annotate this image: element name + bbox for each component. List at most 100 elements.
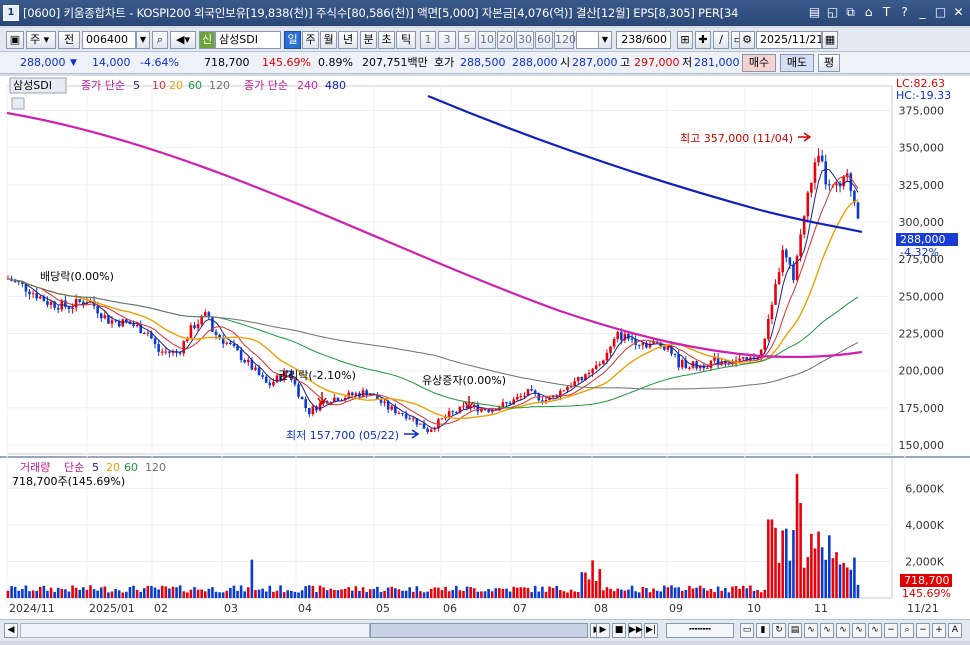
wave2-icon[interactable]: ∿ <box>820 623 834 638</box>
chart-scrollbar[interactable]: ◀ ▶ ▶ ■ ▶▶ ▶| ╍╍╍╍ ▭ ▮ ↻ ▤ ∿ ∿ ∿ ∿ ∿ − ⌕… <box>0 619 970 641</box>
candle-body <box>451 411 455 413</box>
candle-body <box>307 408 311 415</box>
reset-icon[interactable]: ↻ <box>772 623 786 638</box>
chart-type-icon[interactable]: ▣ <box>6 31 24 49</box>
interval-1-button[interactable]: 1 <box>420 31 436 49</box>
close-icon[interactable]: ✕ <box>953 5 964 19</box>
candle-body <box>813 162 817 183</box>
chart-menu-icon[interactable] <box>11 97 25 110</box>
volume-bar <box>365 592 368 598</box>
candle-body <box>189 325 193 340</box>
legend-stock-box[interactable] <box>9 77 67 94</box>
volume-bar <box>153 587 157 598</box>
minus-icon[interactable]: − <box>916 623 930 638</box>
settings-icon[interactable]: ◱ <box>826 5 839 19</box>
restore-icon[interactable]: ⧉ <box>846 5 855 19</box>
interval-30-button[interactable]: 30 <box>516 31 534 49</box>
sound-icon[interactable]: ◀▾ <box>170 31 196 49</box>
volume-bar <box>401 590 404 598</box>
date-field[interactable]: 2025/11/21 <box>756 31 822 49</box>
legend-stock-name: 삼성SDI <box>13 79 52 92</box>
data-count-field[interactable]: 238/600 <box>616 31 671 49</box>
scroll-left-icon[interactable]: ◀ <box>4 623 18 638</box>
eval-button[interactable]: 평 <box>818 54 840 72</box>
zoom-out-icon[interactable]: ▭ <box>740 623 754 638</box>
period-week-button[interactable]: 주 <box>302 31 319 49</box>
help-icon[interactable]: ? <box>901 5 908 19</box>
candle-body <box>688 367 691 369</box>
interval-20-button[interactable]: 20 <box>497 31 515 49</box>
period-year-button[interactable]: 년 <box>338 31 358 49</box>
stock-code-input[interactable]: 006400 <box>82 31 136 49</box>
candle-body <box>103 315 107 319</box>
buy-button[interactable]: 매수 <box>742 54 776 72</box>
volume-bar <box>53 591 56 598</box>
candle-body <box>533 390 537 394</box>
period-second-button[interactable]: 초 <box>378 31 395 49</box>
chart-area[interactable]: 375,000 350,000 325,000 300,000 275,000 250,0… <box>0 76 970 619</box>
minimize-icon[interactable]: _ <box>919 5 926 19</box>
period-minute-button[interactable]: 분 <box>360 31 377 49</box>
wave3-icon[interactable]: ∿ <box>836 623 850 638</box>
scroll-thumb[interactable] <box>370 623 588 638</box>
volume-bar <box>78 589 82 598</box>
interval-120-button[interactable]: 120 <box>554 31 576 49</box>
volume-bar <box>716 586 720 598</box>
period-select[interactable]: 주 ▾ <box>26 31 56 49</box>
prev-button[interactable]: 전 <box>58 31 80 49</box>
zoom-icon[interactable]: ⊞ <box>677 31 693 49</box>
candle-body <box>709 360 713 368</box>
bar-icon[interactable]: ▮ <box>756 623 770 638</box>
price-volume-chart[interactable]: 375,000 350,000 325,000 300,000 275,000 250,0… <box>0 76 970 619</box>
period-day-button[interactable]: 일 <box>284 31 301 49</box>
stop-icon[interactable]: ■ <box>612 623 626 638</box>
volume-bar <box>523 587 526 598</box>
volume-bar <box>688 585 691 598</box>
maximize-icon[interactable]: □ <box>934 5 947 19</box>
candle-body <box>257 367 261 376</box>
settings-gear-icon[interactable]: ⚙ <box>739 31 755 49</box>
interval-60-button[interactable]: 60 <box>535 31 553 49</box>
play-icon[interactable]: ▶ <box>596 623 610 638</box>
pin-icon[interactable]: ⌂ <box>864 5 873 19</box>
zoom-minus-icon[interactable]: − <box>884 623 898 638</box>
period-tick-button[interactable]: 틱 <box>396 31 416 49</box>
volume-bar <box>673 587 677 598</box>
volume-bar <box>275 590 279 598</box>
zoom-search-icon[interactable]: ⌕ <box>900 623 914 638</box>
interval-dropdown-icon[interactable]: ▼ <box>598 31 612 49</box>
zoom-slider[interactable]: ╍╍╍╍ <box>666 623 734 638</box>
wave1-icon[interactable]: ∿ <box>804 623 818 638</box>
date-tick-label: 02 <box>154 602 168 615</box>
stock-name-field[interactable]: 삼성SDI <box>215 31 281 49</box>
volume-bar <box>587 579 591 598</box>
window-title: [0600] 키움종합차트 - KOSPI200 외국인보유[19,838(천)… <box>23 6 739 20</box>
volume-bar <box>257 589 261 598</box>
end-icon[interactable]: ▶| <box>644 623 658 638</box>
calendar-icon[interactable]: ▦ <box>822 31 838 49</box>
plus-icon[interactable]: + <box>932 623 946 638</box>
search-icon[interactable]: ⌕ <box>152 31 168 49</box>
interval-5-button[interactable]: 5 <box>458 31 476 49</box>
interval-3-button[interactable]: 3 <box>438 31 456 49</box>
auto-icon[interactable]: A <box>948 623 962 638</box>
candle-body <box>856 202 860 219</box>
candle-body <box>444 417 447 419</box>
draw-icon[interactable]: ∕ <box>713 31 729 49</box>
split-icon[interactable]: ▤ <box>788 623 802 638</box>
code-dropdown-icon[interactable]: ▼ <box>136 31 150 49</box>
period-month-button[interactable]: 월 <box>320 31 337 49</box>
sell-button[interactable]: 매도 <box>780 54 814 72</box>
volume-bar <box>286 590 290 598</box>
interval-10-button[interactable]: 10 <box>478 31 496 49</box>
wave5-icon[interactable]: ∿ <box>868 623 882 638</box>
fast-forward-icon[interactable]: ▶▶ <box>628 623 643 638</box>
layout-icon[interactable]: ▤ <box>808 5 821 19</box>
crosshair-icon[interactable]: ✚ <box>695 31 711 49</box>
scroll-track[interactable] <box>20 623 370 638</box>
text-icon[interactable]: T <box>882 5 891 19</box>
wave4-icon[interactable]: ∿ <box>852 623 866 638</box>
volume-bar <box>544 591 548 598</box>
candle-body <box>318 403 322 411</box>
candle-body <box>598 364 602 366</box>
